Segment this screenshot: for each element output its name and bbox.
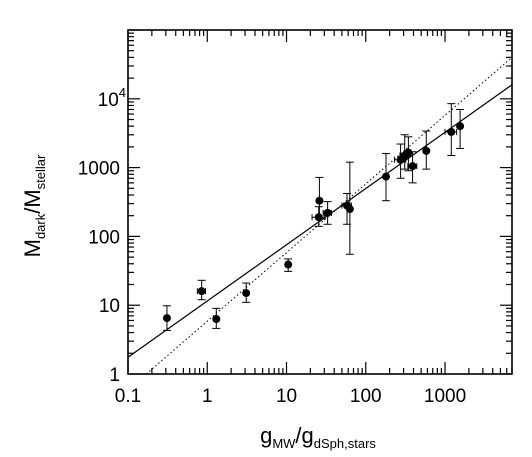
x-tick-label: 0.1 [115, 386, 141, 407]
point-marker [447, 127, 456, 136]
data-point [345, 161, 354, 255]
point-marker [456, 122, 465, 131]
x-axis-label: gMW/gdSph,stars [260, 423, 376, 451]
data-point [242, 282, 251, 303]
point-marker [315, 196, 324, 205]
point-marker [345, 205, 354, 214]
data-point [322, 201, 333, 225]
data-point [422, 130, 431, 170]
data-point [444, 103, 458, 156]
axes [127, 29, 513, 375]
point-marker [284, 260, 293, 269]
y-tick-label: 104 [98, 85, 126, 111]
x-tick-label: 1 [202, 386, 213, 407]
data-point [212, 307, 221, 329]
data-point [196, 279, 206, 301]
point-marker [381, 172, 390, 181]
y-tick-label: 1000 [78, 159, 120, 180]
y-tick-label: 1 [109, 365, 120, 386]
point-marker [242, 289, 251, 298]
fit-line-dotted [145, 57, 512, 374]
point-marker [323, 208, 332, 217]
point-marker [422, 146, 431, 155]
point-marker [212, 315, 221, 324]
data-point [315, 176, 324, 218]
axis-ticks [127, 29, 513, 375]
x-tick-label: 100 [350, 386, 382, 407]
data-point [404, 136, 413, 172]
point-marker [404, 148, 413, 157]
y-axis-label: Mdark/Mstellar [20, 154, 48, 257]
point-marker [197, 287, 206, 296]
point-marker [408, 162, 417, 171]
plot-frame [127, 29, 513, 375]
data-point [162, 305, 171, 331]
y-tick-label: 10 [99, 296, 120, 317]
data-point [456, 108, 465, 149]
y-tick-label: 100 [88, 227, 120, 248]
x-tick-label: 10 [276, 386, 297, 407]
data-point [407, 151, 418, 184]
x-tick-label: 1000 [424, 386, 466, 407]
point-marker [162, 314, 171, 323]
data-point [284, 258, 293, 272]
data-point [381, 153, 390, 202]
data-markers [162, 103, 465, 331]
